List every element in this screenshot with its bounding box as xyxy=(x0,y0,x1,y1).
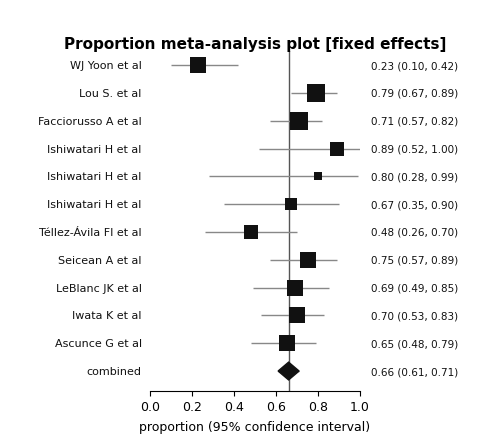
Text: Ishiwatari H et al: Ishiwatari H et al xyxy=(48,144,142,154)
Point xyxy=(286,201,294,208)
Text: Iwata K et al: Iwata K et al xyxy=(72,311,142,321)
Text: Facciorusso A et al: Facciorusso A et al xyxy=(38,116,142,126)
Text: 0.89 (0.52, 1.00): 0.89 (0.52, 1.00) xyxy=(371,144,458,154)
Text: Seicean A et al: Seicean A et al xyxy=(58,255,142,265)
Text: 0.80 (0.28, 0.99): 0.80 (0.28, 0.99) xyxy=(371,172,458,182)
Text: Ishiwatari H et al: Ishiwatari H et al xyxy=(48,200,142,210)
Point xyxy=(295,118,303,125)
Text: Téllez-Ávila FI et al: Téllez-Ávila FI et al xyxy=(39,227,142,237)
Point xyxy=(194,62,202,69)
Title: Proportion meta-analysis plot [fixed effects]: Proportion meta-analysis plot [fixed eff… xyxy=(64,37,446,52)
Text: Ascunce G et al: Ascunce G et al xyxy=(54,339,142,349)
Point xyxy=(247,229,255,236)
Text: 0.69 (0.49, 0.85): 0.69 (0.49, 0.85) xyxy=(371,283,458,293)
Polygon shape xyxy=(278,362,299,380)
Point xyxy=(314,174,322,181)
Text: 0.66 (0.61, 0.71): 0.66 (0.61, 0.71) xyxy=(371,366,458,376)
X-axis label: proportion (95% confidence interval): proportion (95% confidence interval) xyxy=(140,420,370,433)
Text: 0.70 (0.53, 0.83): 0.70 (0.53, 0.83) xyxy=(371,311,458,321)
Point xyxy=(333,146,341,153)
Point xyxy=(291,284,299,291)
Text: 0.79 (0.67, 0.89): 0.79 (0.67, 0.89) xyxy=(371,89,458,99)
Text: 0.71 (0.57, 0.82): 0.71 (0.57, 0.82) xyxy=(371,116,458,126)
Text: 0.23 (0.10, 0.42): 0.23 (0.10, 0.42) xyxy=(371,61,458,71)
Text: WJ Yoon et al: WJ Yoon et al xyxy=(70,61,142,71)
Point xyxy=(312,90,320,97)
Point xyxy=(282,340,290,347)
Text: combined: combined xyxy=(86,366,142,376)
Text: 0.48 (0.26, 0.70): 0.48 (0.26, 0.70) xyxy=(371,227,458,237)
Text: 0.65 (0.48, 0.79): 0.65 (0.48, 0.79) xyxy=(371,339,458,349)
Text: LeBlanc JK et al: LeBlanc JK et al xyxy=(56,283,142,293)
Point xyxy=(304,257,312,264)
Text: 0.75 (0.57, 0.89): 0.75 (0.57, 0.89) xyxy=(371,255,458,265)
Text: Lou S. et al: Lou S. et al xyxy=(80,89,142,99)
Text: 0.67 (0.35, 0.90): 0.67 (0.35, 0.90) xyxy=(371,200,458,210)
Point xyxy=(293,312,301,319)
Text: Ishiwatari H et al: Ishiwatari H et al xyxy=(48,172,142,182)
